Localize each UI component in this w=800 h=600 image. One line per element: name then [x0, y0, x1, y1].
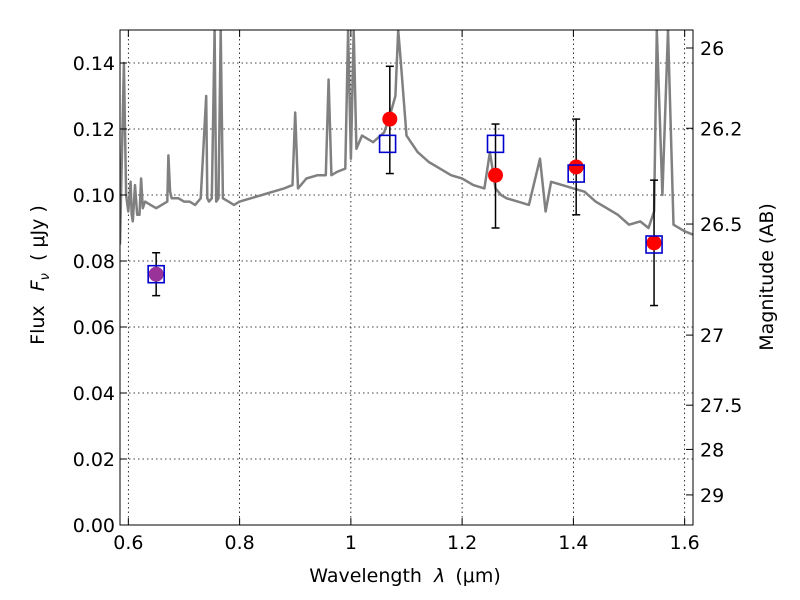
y-tick-label: 0.14: [73, 53, 115, 75]
x-tick-label: 0.6: [113, 532, 143, 554]
y2-tick-label: 27: [700, 325, 724, 347]
y-tick-label: 0.06: [73, 317, 115, 339]
model-photometry-point: [486, 134, 505, 154]
observed-point: [488, 167, 504, 183]
plot-frame: [119, 29, 694, 526]
y2-tick-label: 29: [700, 485, 724, 507]
y2-tick-label: 26: [700, 38, 724, 60]
y2-axis-title: Magnitude (AB): [756, 203, 778, 351]
observed-point: [568, 159, 584, 175]
model-photometry-layer: [147, 134, 663, 284]
y-tick-label: 0.12: [73, 119, 115, 141]
y-axis-title: Flux Fν ( μJy ): [27, 205, 54, 345]
observed-point: [148, 266, 164, 282]
ticks-layer: 0.6 0.8 1 1.2 1.4 1.6 0.00 0.02 0.04 0.06 0.08 0.10…: [73, 30, 742, 554]
x-axis-title: Wavelength λ (μm): [309, 565, 500, 587]
x-tick-label: 1.2: [447, 532, 477, 554]
y-tick-label: 0.02: [73, 449, 115, 471]
y2-tick-label: 28: [700, 439, 724, 461]
x-tick-label: 1.4: [558, 532, 588, 554]
model-spectrum-line: [120, 30, 693, 245]
x-tick-label: 1.6: [670, 532, 700, 554]
y2-tick-label: 26.5: [700, 214, 742, 236]
y-tick-label: 0.04: [73, 383, 115, 405]
model-spectrum-layer: [120, 30, 693, 245]
y-tick-label: 0.08: [73, 251, 115, 273]
model-photometry-point: [378, 134, 397, 154]
y2-tick-label: 26.2: [700, 118, 742, 140]
x-tick-label: 0.8: [224, 532, 254, 554]
model-photometry-point: [567, 164, 585, 183]
observed-point: [382, 111, 398, 127]
observed-point: [646, 235, 662, 251]
y-tick-label: 0.00: [73, 515, 115, 537]
model-photometry-point: [147, 264, 165, 284]
observed-points-layer: [148, 111, 662, 282]
y-tick-label: 0.10: [73, 185, 115, 207]
y2-tick-label: 27.5: [700, 395, 742, 417]
model-photometry-point: [645, 235, 663, 254]
x-tick-label: 1: [345, 532, 357, 554]
